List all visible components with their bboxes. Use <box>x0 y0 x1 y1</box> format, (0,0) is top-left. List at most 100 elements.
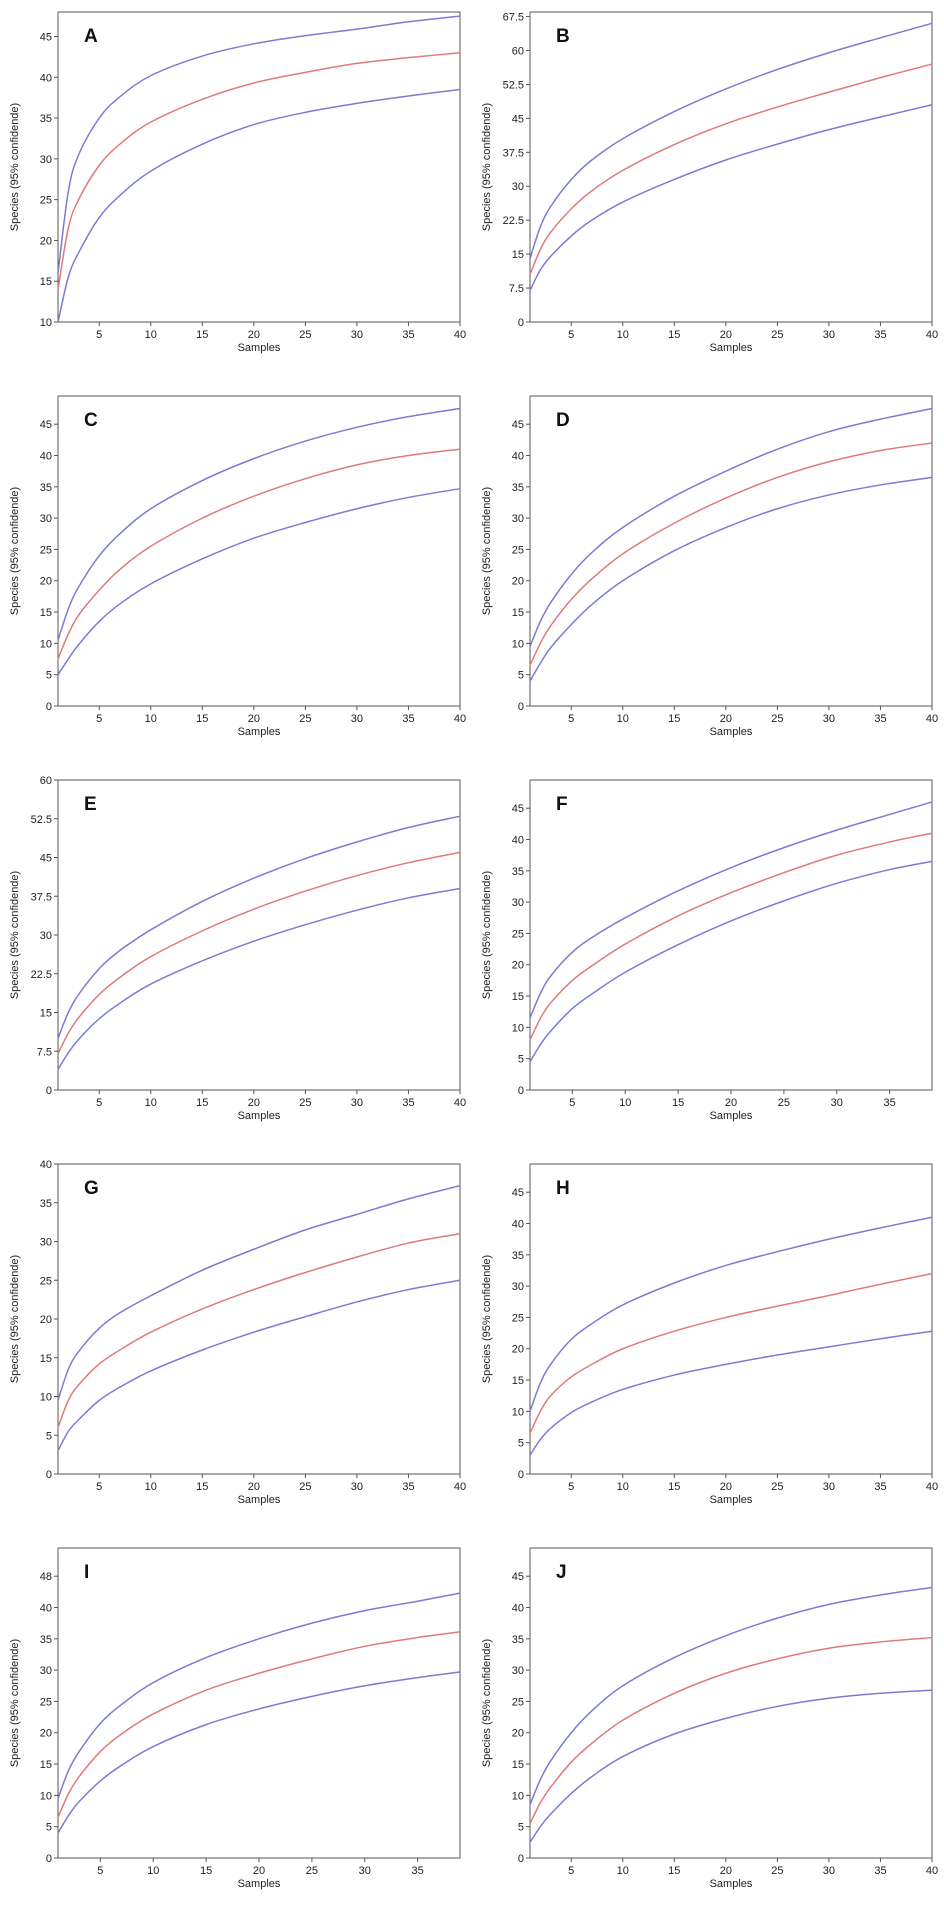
panel-label-g: G <box>84 1178 99 1199</box>
chart-svg-b: 5 10 15 20 25 30 35 40 0 7.5 15 22.5 30 37.5 45 52.5 60 6… <box>481 11 938 354</box>
y-tick-label: 0 <box>46 1085 52 1097</box>
x-tick-label: 35 <box>874 1865 886 1877</box>
x-tick-label: 25 <box>771 1865 783 1877</box>
y-tick-label: 35 <box>512 866 524 878</box>
y-tick-label: 0 <box>518 1853 524 1865</box>
y-tick-label: 40 <box>40 72 52 84</box>
y-tick-label: 40 <box>512 1602 524 1614</box>
series-line-mean <box>529 442 933 666</box>
x-tick-label: 20 <box>720 329 732 341</box>
x-tick-label: 20 <box>248 1481 260 1493</box>
y-tick-label: 30 <box>40 930 52 942</box>
x-tick-label: 35 <box>402 1481 414 1493</box>
x-tick-label: 40 <box>926 713 938 725</box>
y-tick-label: 5 <box>46 1430 52 1442</box>
y-tick-label: 30 <box>40 1237 52 1249</box>
y-tick-label: 20 <box>40 576 52 588</box>
series-line-upper-bound <box>57 15 461 274</box>
y-axis-title: Species (95% confidende) <box>9 1639 21 1767</box>
x-tick-label: 30 <box>823 713 835 725</box>
series-line-upper-bound <box>529 801 933 1019</box>
panel-label-f: F <box>556 794 568 815</box>
plot-frame <box>57 779 461 1091</box>
chart-panel-e: 5 10 15 20 25 30 35 40 0 7.5 15 22.5 30 37.5 45 52.5 60 S… <box>0 768 472 1152</box>
y-tick-label: 20 <box>512 1728 524 1740</box>
x-tick-label: 5 <box>97 1865 103 1877</box>
y-tick-label: 37.5 <box>31 891 52 903</box>
series-line-mean <box>57 851 461 1055</box>
x-tick-label: 15 <box>200 1865 212 1877</box>
y-tick-label: 30 <box>40 154 52 166</box>
plot-frame <box>529 1163 933 1475</box>
series-line-mean <box>57 52 461 290</box>
y-tick-label: 37.5 <box>503 147 524 159</box>
chart-svg-j: 5 10 15 20 25 30 35 40 0 5 10 15 20 25 30 35 40 45 Samples… <box>481 1547 938 1890</box>
x-tick-label: 15 <box>668 329 680 341</box>
series-line-mean <box>529 1272 933 1434</box>
y-tick-label: 35 <box>512 1634 524 1646</box>
x-tick-label: 10 <box>147 1865 159 1877</box>
y-tick-label: 5 <box>518 1054 524 1066</box>
y-tick-label: 10 <box>512 1022 524 1034</box>
y-tick-label: 35 <box>40 1198 52 1210</box>
y-tick-label: 40 <box>40 1602 52 1614</box>
x-tick-label: 10 <box>145 329 157 341</box>
series-line-upper-bound <box>529 22 933 259</box>
chart-svg-h: 5 10 15 20 25 30 35 40 0 5 10 15 20 25 30 35 40 45 Samples… <box>481 1163 938 1506</box>
y-tick-label: 15 <box>512 1759 524 1771</box>
y-axis-title: Species (95% confidende) <box>9 871 21 999</box>
y-axis-title: Species (95% confidende) <box>481 871 493 999</box>
y-tick-label: 0 <box>46 1853 52 1865</box>
series-line-upper-bound <box>529 407 933 647</box>
x-tick-label: 15 <box>668 1481 680 1493</box>
y-tick-label: 5 <box>46 1822 52 1834</box>
chart-panel-a: 5 10 15 20 25 30 35 40 10 15 20 25 30 35 40 45 Samples Sp… <box>0 0 472 384</box>
x-tick-label: 40 <box>454 1481 466 1493</box>
y-tick-label: 45 <box>40 31 52 43</box>
y-tick-label: 0 <box>518 701 524 713</box>
x-axis-title: Samples <box>710 1494 753 1506</box>
y-tick-label: 45 <box>512 1571 524 1583</box>
y-tick-label: 15 <box>512 1375 524 1387</box>
x-tick-label: 40 <box>454 329 466 341</box>
x-tick-label: 5 <box>96 329 102 341</box>
y-tick-label: 45 <box>512 1187 524 1199</box>
series-line-upper-bound <box>57 1184 461 1401</box>
panel-label-b: B <box>556 26 570 47</box>
x-tick-label: 10 <box>145 1481 157 1493</box>
y-tick-label: 40 <box>512 834 524 846</box>
x-tick-label: 20 <box>248 713 260 725</box>
x-axis-title: Samples <box>710 726 753 738</box>
y-tick-label: 25 <box>40 1275 52 1287</box>
x-tick-label: 10 <box>617 329 629 341</box>
y-tick-label: 25 <box>40 195 52 207</box>
series-line-mean <box>529 1636 933 1824</box>
series-line-upper-bound <box>529 1586 933 1806</box>
x-tick-label: 35 <box>874 713 886 725</box>
x-tick-label: 40 <box>454 713 466 725</box>
y-tick-label: 15 <box>512 991 524 1003</box>
x-tick-label: 35 <box>412 1865 424 1877</box>
x-tick-label: 5 <box>568 1865 574 1877</box>
y-tick-label: 25 <box>40 1696 52 1708</box>
x-tick-label: 25 <box>299 713 311 725</box>
y-tick-label: 5 <box>518 670 524 682</box>
series-line-lower-bound <box>57 88 461 323</box>
x-tick-label: 20 <box>720 713 732 725</box>
x-tick-label: 30 <box>351 713 363 725</box>
x-tick-label: 15 <box>672 1097 684 1109</box>
chart-panel-g: 5 10 15 20 25 30 35 40 0 5 10 15 20 25 30 35 40 Samples Sp… <box>0 1152 472 1536</box>
plot-frame <box>57 1547 461 1859</box>
x-tick-label: 35 <box>402 713 414 725</box>
series-line-mean <box>57 1631 461 1818</box>
y-tick-label: 7.5 <box>37 1046 52 1058</box>
x-tick-label: 20 <box>248 1097 260 1109</box>
y-tick-label: 25 <box>512 1696 524 1708</box>
x-tick-label: 25 <box>306 1865 318 1877</box>
y-tick-label: 15 <box>512 249 524 261</box>
plot-frame <box>57 11 461 323</box>
x-tick-label: 5 <box>96 1097 102 1109</box>
series-line-mean <box>57 1233 461 1428</box>
y-tick-label: 0 <box>46 701 52 713</box>
